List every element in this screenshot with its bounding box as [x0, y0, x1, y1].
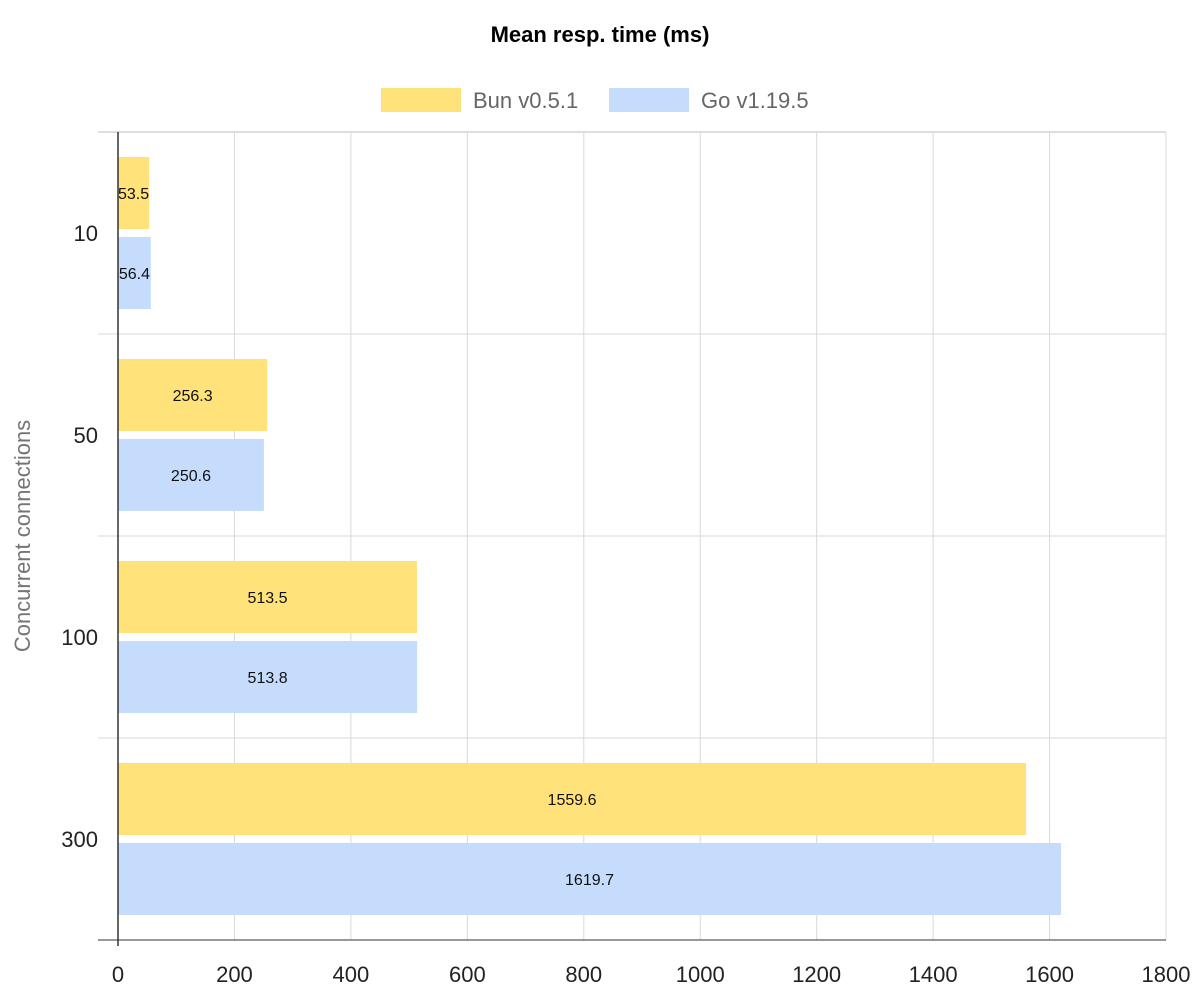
x-tick-label: 600 — [449, 962, 486, 987]
data-label-go-v1-19-5-100: 513.8 — [248, 670, 288, 687]
x-tick-label: 1000 — [676, 962, 725, 987]
legend-label-bun-v0-5-1: Bun v0.5.1 — [473, 88, 578, 113]
x-tick-label: 1200 — [792, 962, 841, 987]
bars — [118, 157, 1062, 915]
x-tick-label: 1600 — [1025, 962, 1074, 987]
x-tick-label: 800 — [565, 962, 602, 987]
data-label-bun-v0-5-1-50: 256.3 — [173, 388, 213, 405]
y-tick-label: 300 — [61, 827, 98, 852]
y-tick-label: 100 — [61, 625, 98, 650]
chart-title: Mean resp. time (ms) — [491, 22, 710, 47]
legend-swatch-bun-v0-5-1 — [381, 88, 461, 112]
y-axis-ticks: 10 50 100 300 — [61, 221, 98, 852]
bar-bun-v0-5-1-50 — [118, 359, 268, 431]
x-axis-ticks: 0 200 400 600 800 1000 1200 1400 1600 1800 — [112, 962, 1191, 987]
bar-bun-v0-5-1-300 — [118, 763, 1027, 835]
y-tick-label: 10 — [74, 221, 98, 246]
x-tick-label: 200 — [216, 962, 253, 987]
x-tick-label: 1400 — [909, 962, 958, 987]
y-tick-label: 50 — [74, 423, 98, 448]
x-tick-label: 0 — [112, 962, 124, 987]
data-label-go-v1-19-5-300: 1619.7 — [565, 872, 614, 889]
data-label-bun-v0-5-1-300: 1559.6 — [548, 792, 597, 809]
bar-go-v1-19-5-100 — [118, 641, 418, 713]
legend-label-go-v1-19-5: Go v1.19.5 — [701, 88, 809, 113]
data-labels: 53.5 56.4 256.3 250.6 513.5 513.8 1559.6 1619.7 — [118, 186, 614, 889]
bar-go-v1-19-5-50 — [118, 439, 264, 511]
axes — [98, 132, 1166, 946]
bar-go-v1-19-5-300 — [118, 843, 1062, 915]
x-tick-label: 1800 — [1142, 962, 1191, 987]
bar-bun-v0-5-1-100 — [118, 561, 417, 633]
legend-swatch-go-v1-19-5 — [609, 88, 689, 112]
data-label-bun-v0-5-1-10: 53.5 — [118, 186, 149, 203]
data-label-bun-v0-5-1-100: 513.5 — [247, 590, 287, 607]
x-tick-label: 400 — [333, 962, 370, 987]
bar-bun-v0-5-1-10 — [118, 157, 150, 229]
data-label-go-v1-19-5-50: 250.6 — [171, 468, 211, 485]
legend: Bun v0.5.1 Go v1.19.5 — [381, 88, 809, 113]
y-axis-label: Concurrent connections — [10, 420, 35, 652]
bar-go-v1-19-5-10 — [118, 237, 151, 309]
data-label-go-v1-19-5-10: 56.4 — [119, 266, 150, 283]
